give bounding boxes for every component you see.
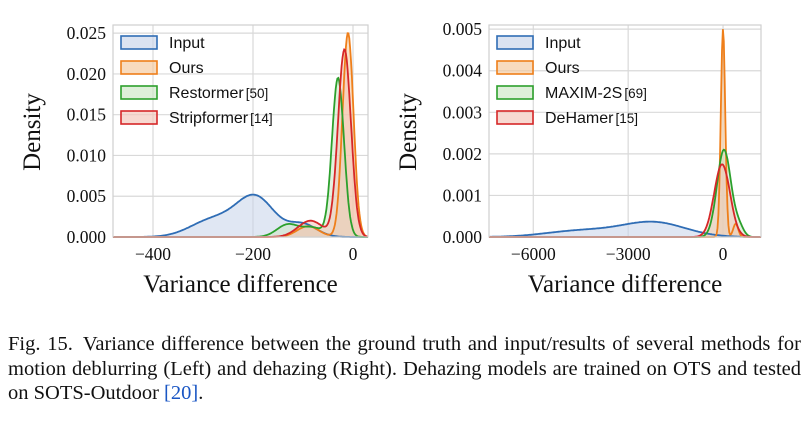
legend-label-ours: Ours (169, 60, 204, 77)
legend-series-citation: [50] (246, 86, 269, 101)
legend-label-maxim-2s: MAXIM-2S [69] (545, 85, 647, 102)
y-tick-label: 0.005 (67, 186, 107, 206)
legend-swatch-input (120, 35, 158, 50)
y-tick-label: 0.025 (67, 23, 107, 43)
density-fill-input (489, 221, 761, 237)
x-axis-label: Variance difference (143, 271, 338, 298)
legend: Input Ours Restormer [50] Stripformer [14] (120, 35, 273, 127)
x-tick-label: 0 (719, 244, 728, 264)
legend-label-dehamer: DeHamer [15] (545, 110, 638, 127)
caption-text: Variance difference between the ground t… (8, 333, 801, 404)
y-tick-label: 0.000 (443, 227, 483, 247)
legend-series-name: Stripformer (169, 110, 249, 127)
legend-series-name: Ours (545, 60, 580, 77)
y-tick-label: 0.000 (67, 227, 107, 247)
y-tick-label: 0.001 (443, 185, 482, 205)
x-tick-label: −200 (235, 244, 271, 264)
legend-series-name: Input (545, 35, 581, 52)
x-tick-label: −400 (135, 244, 171, 264)
legend-swatch-dehamer (496, 110, 534, 125)
y-tick-label: 0.015 (67, 105, 107, 125)
density-fill-stripformer (113, 49, 368, 237)
legend-label-ours: Ours (545, 60, 580, 77)
left-chart-motion-deblurring: 0.000 0.005 0.010 0.015 0.020 0.025 −400 −200 0V… (19, 23, 369, 298)
legend-label-stripformer: Stripformer [14] (169, 110, 273, 127)
y-axis-label: Density (19, 93, 46, 171)
x-tick-label: 0 (349, 244, 358, 264)
y-axis-label: Density (395, 93, 422, 171)
x-axis-label: Variance difference (528, 271, 723, 298)
legend-swatch-stripformer (120, 110, 158, 125)
y-tick-label: 0.010 (67, 145, 107, 165)
caption-citation-link[interactable]: [20] (164, 382, 199, 404)
legend-series-name: Ours (169, 60, 204, 77)
plot-frame (112, 24, 369, 238)
legend-label-restormer: Restormer [50] (169, 85, 268, 102)
legend-series-name: Input (169, 35, 205, 52)
legend: Input Ours MAXIM-2S [69] DeHamer [15] (496, 35, 647, 127)
legend-swatch-restormer (120, 85, 158, 100)
legend-series-name: Restormer (169, 85, 244, 102)
legend-series-name: MAXIM-2S (545, 85, 622, 102)
y-tick-label: 0.020 (67, 64, 107, 84)
legend-series-name: DeHamer (545, 110, 614, 127)
legend-label-input: Input (169, 35, 205, 52)
figure-caption: Fig. 15. Variance difference between the … (8, 332, 801, 406)
legend-swatch-ours (496, 60, 534, 75)
y-tick-label: 0.005 (443, 19, 483, 39)
caption-end: . (198, 382, 204, 404)
y-tick-label: 0.003 (443, 102, 483, 122)
legend-swatch-maxim-2s (496, 85, 534, 100)
legend-swatch-ours (120, 60, 158, 75)
legend-series-citation: [15] (615, 111, 638, 126)
x-tick-label: −3000 (606, 244, 651, 264)
legend-label-input: Input (545, 35, 581, 52)
y-tick-label: 0.004 (443, 61, 483, 81)
right-chart-dehazing: 0.000 0.001 0.002 0.003 0.004 0.005 −6000 −3000… (395, 19, 762, 298)
plot-frame (488, 24, 762, 238)
legend-series-citation: [14] (250, 111, 273, 126)
legend-series-citation: [69] (624, 86, 647, 101)
y-tick-label: 0.002 (443, 144, 482, 164)
x-tick-label: −6000 (511, 244, 556, 264)
caption-label: Fig. 15. (8, 333, 73, 355)
legend-swatch-input (496, 35, 534, 50)
